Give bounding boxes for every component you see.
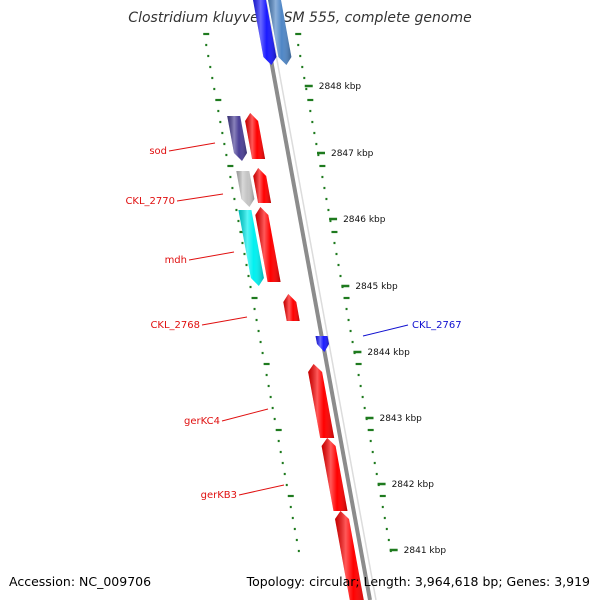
gene-gerkc4-shading: [308, 364, 335, 438]
leader-line-ckl-2767: [362, 324, 409, 337]
kbp-tick-label: 2843 kbp: [379, 414, 422, 424]
gene-mdh-shading: [238, 210, 264, 286]
gene-features: [227, 0, 364, 600]
gene-label-ckl-2768[interactable]: CKL_2768: [150, 320, 200, 331]
kbp-tick-label: 2846 kbp: [343, 215, 386, 225]
genome-summary-text: Topology: circular; Length: 3,964,618 bp…: [246, 574, 590, 589]
gene-feature-shading: [335, 511, 364, 600]
gene-sod-shading: [227, 116, 247, 161]
gene-label-ckl-2767[interactable]: CKL_2767: [412, 320, 462, 331]
inner-tick-ring: [203, 32, 300, 553]
gene-gerkb3-shading: [321, 438, 348, 511]
leader-line-ckl-2768: [201, 316, 248, 326]
gene-label-sod[interactable]: sod: [149, 146, 167, 157]
kbp-tick-label: 2848 kbp: [319, 82, 362, 92]
kbp-tick-label: 2844 kbp: [367, 348, 410, 358]
leader-line-gerkb3: [238, 484, 285, 496]
gene-feature-shading: [268, 0, 292, 65]
gene-feature-shading: [245, 113, 266, 159]
gene-ckl_2768-shading: [283, 294, 300, 321]
leader-line-gerkc4: [221, 408, 269, 422]
leader-line-mdh: [188, 251, 235, 261]
gene-feature-shading: [255, 207, 281, 282]
gene-label-ckl-2770[interactable]: CKL_2770: [125, 196, 175, 207]
gene-ckl_2770-shading: [236, 171, 255, 207]
accession-text: Accession: NC_009706: [9, 574, 152, 589]
kbp-tick-label: 2841 kbp: [404, 546, 447, 556]
kbp-tick-label: 2847 kbp: [331, 149, 374, 159]
leader-line-ckl-2770: [176, 193, 224, 202]
leader-line-sod: [168, 142, 216, 152]
gene-label-mdh[interactable]: mdh: [165, 255, 187, 266]
genome-backbone: [258, 0, 372, 600]
outer-tick-ring: 2848 kbp 2847 kbp 2846 kbp 2845 kbp 2844 kbp…: [295, 32, 447, 556]
genome-backbone-shadow: [265, 0, 377, 600]
map-title: Clostridium kluyveri DSM 555, complete g…: [128, 10, 471, 26]
gene-ckl_2767-shading: [315, 336, 329, 352]
kbp-tick-label: 2845 kbp: [355, 282, 398, 292]
gene-label-gerkc4[interactable]: gerKC4: [184, 416, 220, 427]
gene-label-gerkb3[interactable]: gerKB3: [201, 490, 237, 501]
kbp-tick-label: 2842 kbp: [392, 480, 435, 490]
gene-feature-shading: [253, 168, 272, 203]
gene-feature-shading: [253, 0, 277, 65]
